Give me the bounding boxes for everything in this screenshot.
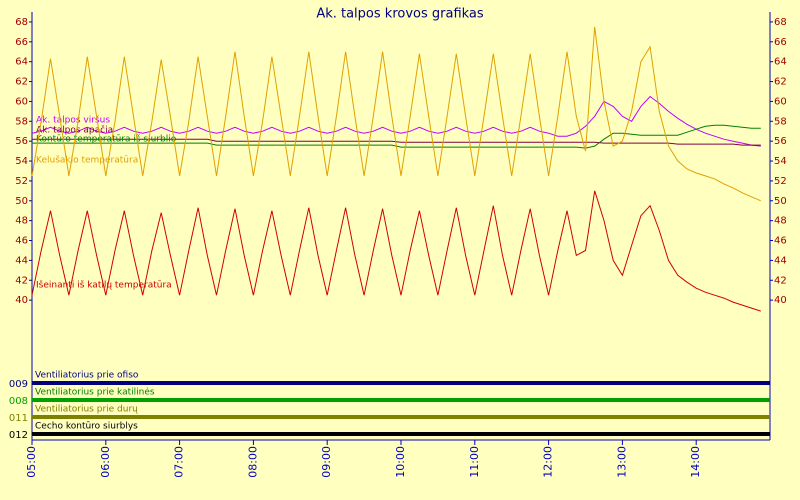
x-tick-label: 08:00 xyxy=(246,446,259,478)
y-tick-label: 44 xyxy=(15,255,28,266)
y2-tick-label: 56 xyxy=(774,136,787,147)
x-tick-label: 06:00 xyxy=(99,446,112,478)
y-tick-label: 58 xyxy=(15,116,28,127)
y-tick-label: 64 xyxy=(15,57,28,68)
y2-tick-label: 50 xyxy=(774,196,787,207)
y-tick-label: 40 xyxy=(15,295,28,306)
channel-id: 008 xyxy=(9,396,28,407)
legend-label: Kelušakio temperatūra xyxy=(36,155,138,166)
y2-tick-label: 68 xyxy=(774,17,787,28)
x-tick-label: 05:00 xyxy=(25,446,38,478)
y-tick-label: 54 xyxy=(15,156,28,167)
legend-label: Ak. talpos apačia xyxy=(36,125,113,136)
x-tick-label: 07:00 xyxy=(173,446,186,478)
series-line xyxy=(32,138,761,146)
x-tick-label: 13:00 xyxy=(615,446,628,478)
series-line xyxy=(31,190,761,312)
y-tick-label: 56 xyxy=(15,136,28,147)
y-tick-label: 68 xyxy=(15,17,28,28)
y2-tick-label: 44 xyxy=(774,255,787,266)
y2-tick-label: 62 xyxy=(774,77,787,88)
x-tick-label: 11:00 xyxy=(468,446,481,478)
y2-tick-label: 66 xyxy=(774,37,787,48)
channel-id: 012 xyxy=(9,430,28,441)
y-tick-label: 46 xyxy=(15,236,28,247)
y2-tick-label: 48 xyxy=(774,216,787,227)
legend-label: Kontūro temperatūra iš siurblio xyxy=(36,134,177,145)
channel-name: Ventiliatorius prie katilinės xyxy=(35,388,155,398)
legend-label: Ak. talpos viršus xyxy=(36,115,110,126)
x-tick-label: 12:00 xyxy=(542,446,555,478)
y-tick-label: 66 xyxy=(15,37,28,48)
y-tick-label: 50 xyxy=(15,196,28,207)
legend-label: Išeinanti iš katilų temperatūra xyxy=(36,280,172,291)
y2-tick-label: 52 xyxy=(774,176,787,187)
series-line xyxy=(31,95,761,147)
y2-tick-label: 58 xyxy=(774,116,787,127)
y-tick-label: 62 xyxy=(15,77,28,88)
x-tick-label: 14:00 xyxy=(689,446,702,478)
y-tick-label: 60 xyxy=(15,96,28,107)
y2-tick-label: 64 xyxy=(774,57,787,68)
y2-tick-label: 40 xyxy=(774,295,787,306)
y2-tick-label: 46 xyxy=(774,236,787,247)
channel-id: 011 xyxy=(9,413,28,424)
y2-tick-label: 60 xyxy=(774,96,787,107)
chart-title: Ak. talpos krovos grafikas xyxy=(316,7,484,22)
series-line xyxy=(31,26,761,202)
y-tick-label: 42 xyxy=(15,275,28,286)
x-tick-label: 09:00 xyxy=(320,446,333,478)
y-tick-label: 48 xyxy=(15,216,28,227)
channel-name: Ventiliatorius prie durų xyxy=(35,405,138,415)
x-tick-label: 10:00 xyxy=(394,446,407,478)
y-tick-label: 52 xyxy=(15,176,28,187)
channel-id: 009 xyxy=(9,379,28,390)
y2-tick-label: 54 xyxy=(774,156,787,167)
channel-name: Cecho kontūro siurblys xyxy=(35,422,138,432)
channel-name: Ventiliatorius prie ofiso xyxy=(35,371,139,381)
y2-tick-label: 42 xyxy=(774,275,787,286)
